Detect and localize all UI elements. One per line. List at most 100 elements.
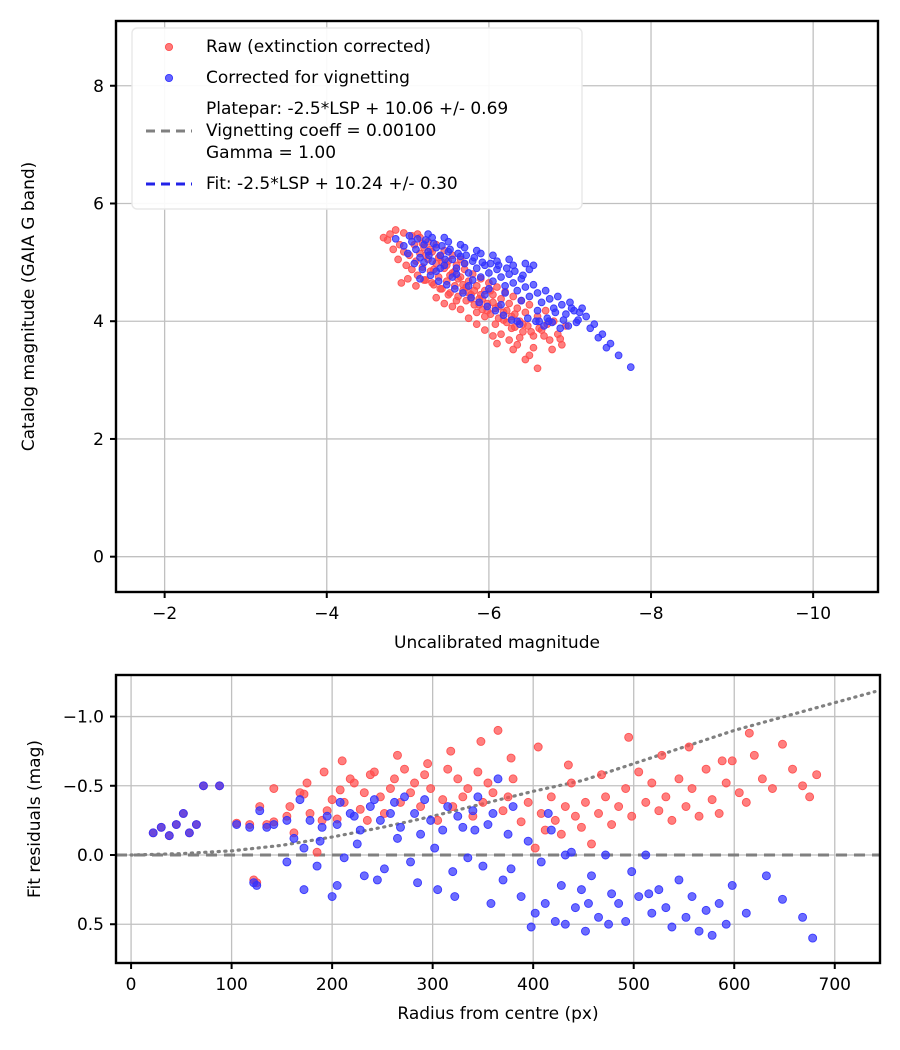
data-point: [529, 343, 538, 352]
data-point: [464, 282, 473, 290]
data-point: [454, 249, 462, 258]
data-point: [721, 778, 731, 788]
data-point: [493, 725, 503, 735]
data-point: [255, 806, 265, 816]
data-point: [550, 917, 560, 926]
data-point: [389, 245, 398, 254]
data-point: [420, 258, 428, 267]
data-point: [488, 788, 498, 798]
data-point: [430, 843, 440, 853]
data-point: [694, 926, 704, 936]
x-tick-label: 0: [126, 975, 137, 995]
data-point: [727, 881, 737, 890]
data-point: [556, 829, 566, 839]
data-point: [470, 825, 480, 835]
data-point: [515, 333, 524, 342]
series-corrected: [148, 774, 818, 943]
data-point: [416, 274, 424, 283]
data-point: [443, 764, 453, 774]
data-point: [607, 820, 617, 829]
x-tick-label: 400: [517, 975, 549, 995]
data-point: [434, 277, 443, 286]
data-point: [379, 233, 388, 242]
data-point: [468, 276, 477, 284]
data-point: [572, 318, 581, 327]
data-point: [521, 283, 530, 291]
data-point: [391, 234, 400, 243]
data-point: [546, 792, 556, 802]
data-point: [550, 815, 560, 825]
data-point: [410, 259, 419, 268]
data-point: [581, 797, 590, 807]
data-point: [674, 774, 684, 784]
data-point: [393, 750, 402, 760]
data-point: [460, 259, 469, 268]
data-point: [440, 299, 449, 308]
data-point: [355, 804, 365, 814]
data-point: [450, 892, 460, 901]
data-point: [626, 363, 635, 371]
legend-label: Gamma = 1.00: [206, 143, 336, 163]
data-point: [441, 255, 449, 264]
data-point: [798, 912, 808, 922]
data-point: [707, 795, 717, 805]
data-point: [299, 885, 309, 895]
data-point: [480, 290, 489, 299]
data-point: [476, 249, 485, 258]
data-point: [654, 806, 664, 816]
data-point: [489, 277, 497, 286]
data-point: [349, 778, 359, 788]
data-point: [499, 311, 508, 320]
data-point: [462, 251, 471, 260]
legend: Raw (extinction corrected) Corrected for …: [131, 27, 583, 210]
data-point: [402, 261, 411, 270]
data-point: [164, 831, 174, 841]
data-point: [535, 317, 544, 326]
data-point: [335, 785, 345, 795]
axes-frame: [114, 673, 882, 965]
data-point: [148, 828, 158, 838]
data-point: [459, 289, 467, 297]
data-point: [483, 820, 493, 829]
data-point: [536, 857, 546, 867]
data-point: [581, 926, 590, 936]
data-point: [540, 899, 550, 908]
data-point: [513, 340, 522, 349]
y-tick-label: 4: [93, 312, 104, 332]
data-point: [299, 843, 309, 853]
legend-label: Corrected for vignetting: [206, 68, 410, 88]
data-point: [644, 889, 654, 899]
data-point: [385, 809, 395, 818]
x-tick-label: −8: [638, 604, 663, 624]
x-tick-label: −4: [314, 604, 339, 624]
data-point: [510, 310, 519, 319]
y-tick-label: 2: [93, 430, 104, 450]
data-point: [537, 298, 546, 307]
data-point: [400, 792, 409, 802]
data-point: [627, 811, 637, 821]
y-tick-label: −1.0: [63, 708, 104, 728]
data-point: [563, 760, 573, 770]
data-point: [491, 320, 500, 329]
data-point: [393, 833, 402, 843]
data-point: [446, 746, 456, 756]
data-point: [493, 257, 501, 266]
x-tick-label: 200: [316, 975, 348, 995]
data-point: [349, 811, 359, 821]
data-point: [478, 861, 488, 871]
data-point: [684, 742, 694, 752]
data-point: [641, 850, 651, 860]
data-point: [812, 770, 822, 780]
data-point: [468, 806, 478, 816]
data-point: [714, 899, 724, 908]
data-point: [352, 839, 362, 849]
data-point: [420, 795, 430, 805]
data-point: [451, 284, 459, 293]
data-point: [413, 234, 422, 243]
x-tick-label: −6: [476, 604, 501, 624]
data-point: [808, 933, 818, 943]
x-tick-label: −2: [152, 604, 177, 624]
data-point: [464, 269, 473, 277]
data-point: [498, 806, 508, 816]
data-point: [667, 815, 677, 825]
